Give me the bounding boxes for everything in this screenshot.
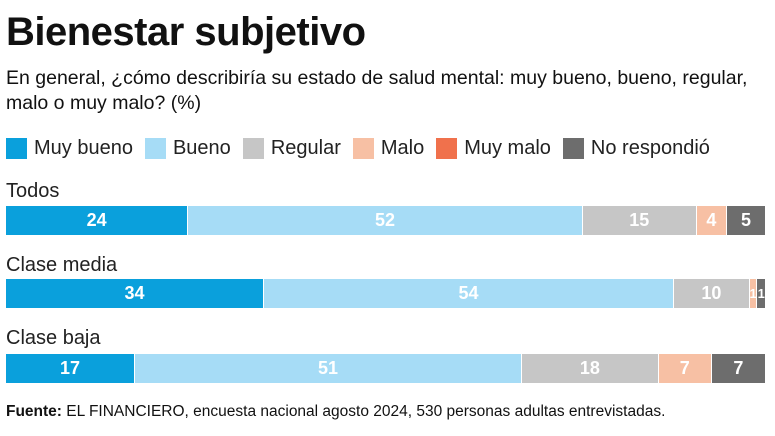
row-label: Clase media	[6, 254, 118, 276]
legend-swatch	[6, 137, 27, 159]
legend-label: No respondió	[590, 136, 710, 159]
legend-label: Regular	[270, 136, 341, 159]
data-label: 15	[629, 210, 650, 230]
legend-item-malo: Malo	[352, 136, 425, 160]
data-label: 24	[86, 210, 107, 230]
row-label: Todos	[6, 180, 60, 202]
legend-item-muy-malo: Muy malo	[436, 137, 551, 160]
bar-segment: 10	[673, 279, 750, 308]
data-label: 7	[733, 358, 744, 378]
legend-item-bueno: Bueno	[144, 136, 231, 160]
legend-item-muy-bueno: Muy bueno	[6, 137, 133, 160]
data-label: 7	[679, 358, 690, 378]
bar-segment: 1	[757, 279, 765, 308]
bar-segment: 4	[696, 206, 728, 235]
data-label: 54	[458, 283, 479, 303]
data-label: 10	[701, 283, 722, 303]
stacked-bar: 17 51 18 7 7	[6, 354, 765, 383]
bar-segment: 34	[6, 279, 265, 308]
chart-subtitle: En general, ¿cómo describiría su estado …	[6, 67, 748, 114]
chart-title: Bienestar subjetivo	[6, 10, 366, 54]
legend-label: Muy malo	[464, 136, 551, 159]
data-label: 52	[374, 210, 395, 230]
bar-segment: 54	[264, 279, 674, 308]
legend: Muy bueno Bueno Regular Malo Muy malo No resp…	[6, 136, 722, 160]
legend-label: Bueno	[172, 136, 231, 159]
bar-segment: 17	[6, 354, 136, 383]
bar-segment: 24	[6, 206, 189, 235]
legend-item-no-respondió: No respondió	[562, 136, 710, 160]
bar-segment: 15	[582, 206, 697, 235]
source-label: Fuente:	[6, 403, 62, 420]
legend-swatch	[242, 137, 264, 159]
bar-segment: 18	[522, 354, 659, 383]
data-label: 1	[757, 286, 765, 301]
data-label: 51	[318, 358, 339, 378]
legend-swatch	[144, 137, 166, 159]
bar-segment: 7	[711, 354, 765, 383]
data-label: 5	[741, 210, 752, 230]
bar-segment: 7	[658, 354, 712, 383]
data-label: 18	[579, 358, 600, 378]
legend-swatch	[562, 137, 584, 159]
bar-segment: 5	[727, 206, 765, 235]
data-label: 1	[749, 286, 757, 301]
bar-segment: 1	[749, 279, 758, 308]
legend-swatch	[352, 137, 374, 159]
data-label: 34	[124, 283, 145, 303]
legend-label: Muy bueno	[34, 136, 133, 159]
stacked-bar: 34 54 10 1 1	[6, 279, 765, 308]
data-label: 17	[59, 358, 81, 378]
legend-item-regular: Regular	[242, 136, 341, 160]
bar-segment: 52	[188, 206, 583, 235]
stacked-bar: 24 52 15 4 5	[6, 206, 765, 235]
bar-segment: 51	[135, 354, 523, 383]
source-text: EL FINANCIERO, encuesta nacional agosto …	[61, 403, 666, 420]
data-label: 4	[706, 210, 717, 230]
legend-label: Malo	[380, 136, 425, 159]
row-label: Clase baja	[6, 327, 101, 349]
source-note: Fuente: EL FINANCIERO, encuesta nacional…	[6, 403, 665, 421]
legend-swatch	[436, 137, 458, 159]
